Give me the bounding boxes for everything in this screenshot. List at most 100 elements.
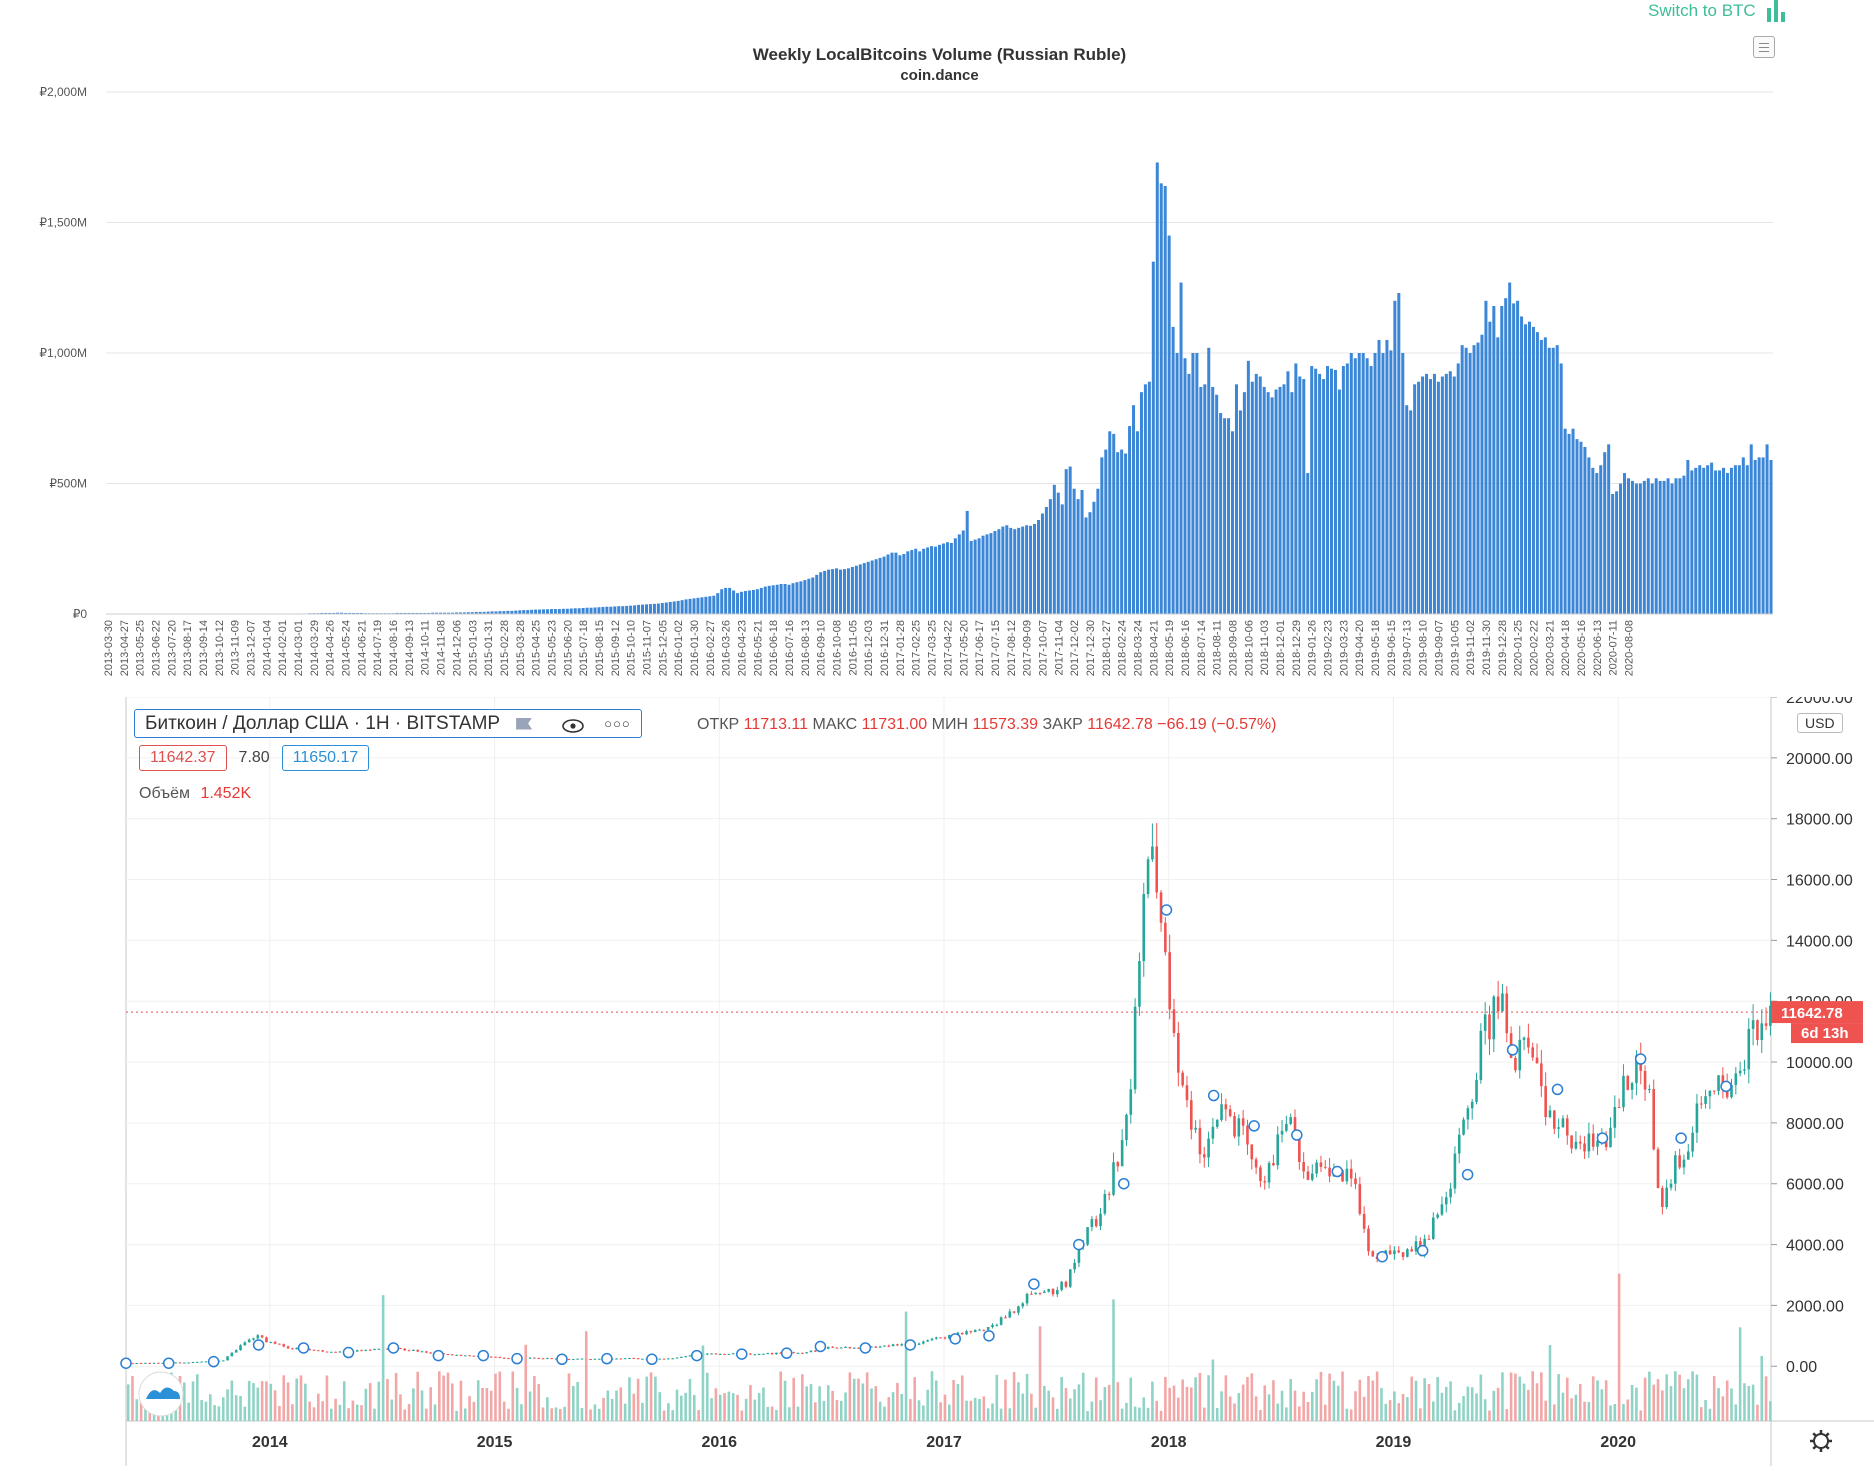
volume-bar[interactable] — [1729, 467, 1733, 614]
volume-bar[interactable] — [953, 538, 957, 614]
volume-bar[interactable] — [1666, 478, 1670, 614]
candle-body[interactable] — [1060, 1281, 1063, 1291]
candle-body[interactable] — [1177, 1032, 1180, 1073]
candle-body[interactable] — [1285, 1123, 1288, 1131]
volume-bar[interactable] — [1405, 405, 1409, 614]
candle-body[interactable] — [641, 1358, 644, 1360]
volume-bar[interactable] — [1270, 397, 1274, 614]
candle-body[interactable] — [926, 1340, 929, 1342]
candle-body[interactable] — [1678, 1155, 1681, 1168]
volume-bar[interactable] — [1417, 381, 1421, 614]
volume-bar[interactable] — [930, 546, 934, 614]
candle-body[interactable] — [399, 1348, 402, 1350]
volume-bar[interactable] — [561, 608, 565, 614]
bid-price-button[interactable]: 11642.37 — [139, 745, 227, 771]
candle-body[interactable] — [917, 1343, 921, 1345]
volume-bar[interactable] — [573, 608, 577, 614]
volume-bar[interactable] — [1678, 478, 1682, 614]
volume-bar[interactable] — [478, 611, 482, 614]
candle-body[interactable] — [1030, 1293, 1033, 1295]
candle-body[interactable] — [1712, 1090, 1716, 1092]
event-marker[interactable] — [601, 1352, 613, 1365]
volume-bar[interactable] — [637, 604, 641, 614]
volume-bar[interactable] — [1076, 499, 1080, 614]
volume-bar[interactable] — [1626, 478, 1630, 614]
candle-body[interactable] — [425, 1351, 428, 1353]
candle-body[interactable] — [1501, 993, 1504, 1012]
candle-body[interactable] — [1155, 846, 1159, 893]
volume-bar[interactable] — [1290, 392, 1294, 614]
volume-bar[interactable] — [1096, 488, 1100, 614]
volume-bar[interactable] — [1646, 478, 1650, 614]
volume-bar[interactable] — [522, 610, 526, 614]
candle-body[interactable] — [688, 1355, 692, 1357]
candle-body[interactable] — [1578, 1141, 1582, 1144]
candle-body[interactable] — [234, 1350, 238, 1353]
candle-body[interactable] — [1449, 1188, 1452, 1198]
candle-body[interactable] — [1432, 1217, 1435, 1239]
volume-bar[interactable] — [914, 548, 918, 614]
candle-body[interactable] — [1133, 1006, 1137, 1090]
volume-bar[interactable] — [1444, 373, 1448, 614]
candle-body[interactable] — [1224, 1104, 1228, 1110]
candle-body[interactable] — [1656, 1149, 1660, 1189]
volume-bar[interactable] — [1088, 512, 1092, 614]
candle-body[interactable] — [489, 1356, 493, 1358]
volume-bar[interactable] — [1512, 303, 1516, 614]
candle-body[interactable] — [1717, 1075, 1720, 1091]
candle-body[interactable] — [1635, 1055, 1638, 1084]
volume-bar[interactable] — [502, 611, 506, 614]
volume-bar[interactable] — [1254, 373, 1258, 614]
candle-body[interactable] — [282, 1344, 286, 1347]
candle-body[interactable] — [455, 1354, 458, 1356]
volume-bar[interactable] — [474, 611, 478, 614]
event-marker[interactable] — [780, 1347, 793, 1359]
volume-bar[interactable] — [1425, 373, 1429, 614]
volume-bar[interactable] — [1563, 428, 1567, 614]
candle-body[interactable] — [991, 1324, 994, 1328]
event-marker[interactable] — [1291, 1129, 1303, 1141]
volume-bar[interactable] — [696, 597, 700, 614]
volume-bar[interactable] — [1630, 480, 1634, 614]
candle-body[interactable] — [1496, 996, 1500, 1012]
candle-body[interactable] — [386, 1348, 389, 1350]
candle-body[interactable] — [973, 1329, 977, 1333]
candle-body[interactable] — [1596, 1140, 1599, 1147]
candle-body[interactable] — [450, 1354, 454, 1356]
candle-body[interactable] — [930, 1338, 934, 1341]
volume-bar[interactable] — [1753, 460, 1757, 614]
candle-body[interactable] — [1172, 1009, 1176, 1033]
volume-bar[interactable] — [902, 553, 906, 614]
volume-bar[interactable] — [1765, 444, 1769, 614]
candle-body[interactable] — [183, 1362, 186, 1364]
candle-body[interactable] — [1540, 1063, 1543, 1087]
volume-bar[interactable] — [949, 543, 953, 614]
volume-bar[interactable] — [1484, 300, 1488, 614]
event-marker[interactable] — [1634, 1053, 1647, 1065]
volume-bar[interactable] — [989, 533, 993, 614]
volume-bar[interactable] — [1060, 504, 1064, 614]
volume-bar[interactable] — [1682, 475, 1686, 614]
candle-body[interactable] — [131, 1363, 134, 1365]
volume-bar[interactable] — [1579, 441, 1583, 614]
candle-body[interactable] — [291, 1348, 294, 1350]
candle-body[interactable] — [576, 1358, 579, 1360]
volume-bar[interactable] — [355, 612, 359, 614]
volume-bar[interactable] — [842, 569, 846, 614]
volume-bar[interactable] — [1500, 306, 1504, 614]
candle-body[interactable] — [196, 1361, 199, 1363]
volume-bar[interactable] — [589, 607, 593, 614]
candle-body[interactable] — [589, 1359, 592, 1361]
volume-bar[interactable] — [1702, 467, 1706, 614]
volume-bar[interactable] — [1329, 368, 1334, 614]
candle-body[interactable] — [1077, 1245, 1081, 1263]
candle-body[interactable] — [1056, 1290, 1059, 1295]
candle-body[interactable] — [1311, 1173, 1314, 1180]
candle-body[interactable] — [1410, 1249, 1413, 1252]
event-marker[interactable] — [1551, 1083, 1564, 1096]
volume-bar[interactable] — [894, 552, 898, 614]
volume-bar[interactable] — [1310, 366, 1314, 614]
volume-bar[interactable] — [542, 609, 546, 614]
volume-bar[interactable] — [1203, 384, 1207, 614]
candle-body[interactable] — [1665, 1187, 1668, 1207]
